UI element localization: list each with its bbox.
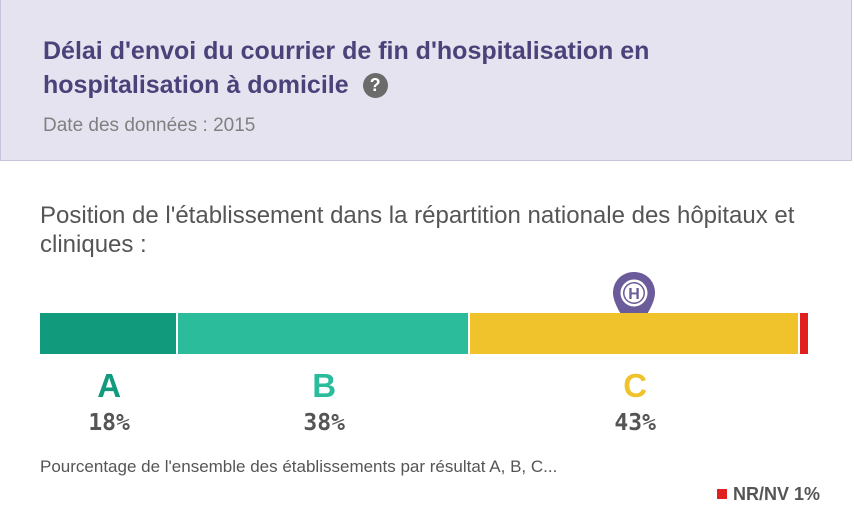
indicator-title: Délai d'envoi du courrier de fin d'hospi… (43, 34, 763, 102)
bar-segment-nr-nv (800, 313, 808, 354)
grade-label-c: C (623, 367, 648, 404)
nr-nv-legend: NR/NV 1% (716, 484, 820, 505)
indicator-title-text: Délai d'envoi du courrier de fin d'hospi… (43, 37, 650, 99)
nr-nv-label: NR/NV 1% (732, 484, 820, 504)
distribution-footnote: Pourcentage de l'ensemble des établissem… (40, 457, 558, 476)
bar-segment-b (178, 313, 469, 354)
bar-segment-a (40, 313, 177, 354)
grade-label-b: B (312, 367, 337, 404)
indicator-header: Délai d'envoi du courrier de fin d'hospi… (0, 0, 852, 161)
question-circle-icon[interactable]: ? (362, 73, 388, 98)
data-date: Date des données : 2015 (43, 115, 256, 136)
marker-label: H (628, 286, 640, 303)
grade-percentage-b: 38% (303, 410, 345, 436)
grade-percentage-c: 43% (614, 410, 656, 436)
nr-nv-swatch (716, 489, 727, 499)
distribution-bar (40, 313, 808, 354)
grade-label-a: A (97, 367, 122, 404)
distribution-title: Position de l'établissement dans la répa… (40, 202, 795, 258)
bar-segment-c (470, 313, 799, 354)
grade-percentage-a: 18% (88, 410, 130, 436)
